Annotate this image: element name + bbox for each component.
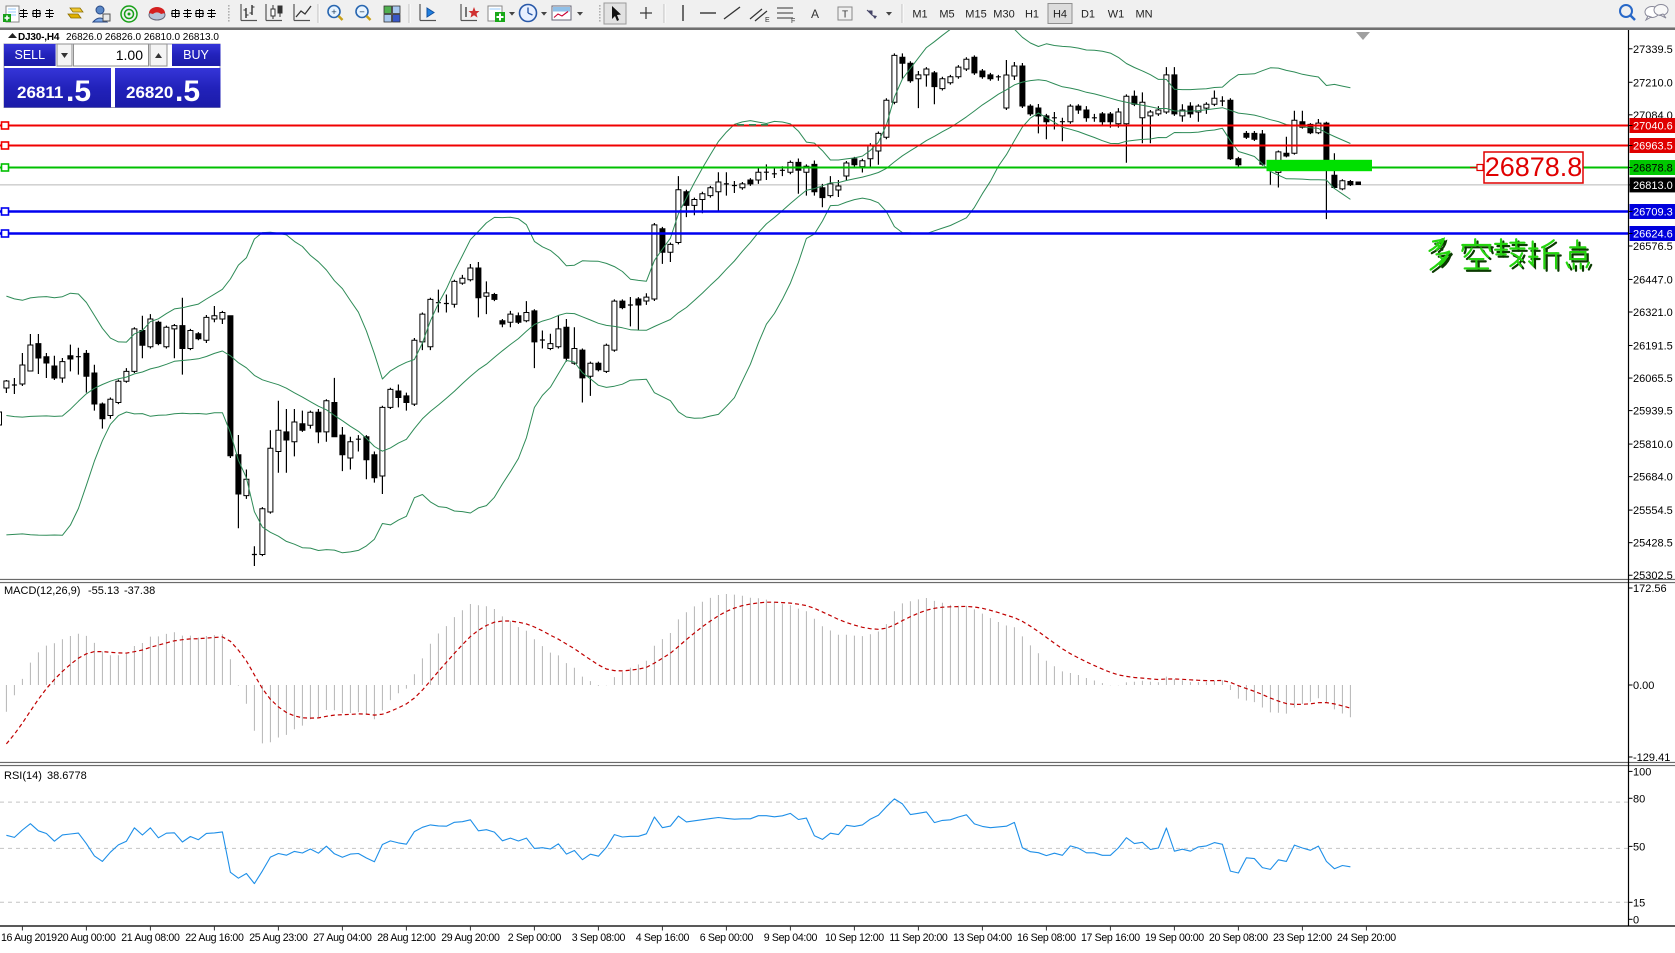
svg-text:-55.13: -55.13 [88,585,119,597]
svg-text:3 Sep 08:00: 3 Sep 08:00 [572,932,626,944]
svg-text:17 Sep 16:00: 17 Sep 16:00 [1081,932,1140,944]
svg-text:26878.8: 26878.8 [1633,163,1673,175]
svg-text:W1: W1 [1108,9,1125,21]
svg-text:10 Sep 12:00: 10 Sep 12:00 [825,932,884,944]
svg-text:19 Sep 00:00: 19 Sep 00:00 [1145,932,1204,944]
svg-text:M5: M5 [939,9,954,21]
svg-text:26878.8: 26878.8 [1485,152,1583,182]
svg-text:26576.5: 26576.5 [1633,241,1673,253]
svg-text:28 Aug 12:00: 28 Aug 12:00 [377,932,436,944]
svg-text:27040.6: 27040.6 [1633,121,1673,133]
svg-text:80: 80 [1633,793,1645,805]
svg-text:SELL: SELL [15,48,46,62]
svg-text:26826.0 26826.0 26810.0 26813.: 26826.0 26826.0 26810.0 26813.0 [66,32,219,43]
svg-text:MACD(12,26,9): MACD(12,26,9) [4,585,80,597]
svg-text:F: F [791,18,795,25]
svg-text:13 Sep 04:00: 13 Sep 04:00 [953,932,1012,944]
svg-text:26811: 26811 [17,83,63,102]
svg-text:24 Sep 20:00: 24 Sep 20:00 [1337,932,1396,944]
svg-text:25684.0: 25684.0 [1633,472,1673,484]
svg-text:A: A [811,7,819,21]
svg-text:20 Sep 08:00: 20 Sep 08:00 [1209,932,1268,944]
svg-text:26065.5: 26065.5 [1633,373,1673,385]
svg-text:27210.0: 27210.0 [1633,77,1673,89]
svg-text:M1: M1 [912,9,927,21]
svg-text:172.56: 172.56 [1633,583,1667,595]
svg-text:16 Sep 08:00: 16 Sep 08:00 [1017,932,1076,944]
svg-text:H4: H4 [1053,9,1067,21]
svg-text:26709.3: 26709.3 [1633,207,1673,219]
svg-text:21 Aug 08:00: 21 Aug 08:00 [121,932,180,944]
svg-text:15: 15 [1633,897,1645,909]
svg-text:25302.5: 25302.5 [1633,570,1673,582]
svg-text:25428.5: 25428.5 [1633,538,1673,550]
svg-text:M30: M30 [993,9,1014,21]
svg-text:H1: H1 [1025,9,1039,21]
svg-text:+: + [331,7,337,18]
svg-text:.5: .5 [66,75,91,108]
svg-text:20 Aug 00:00: 20 Aug 00:00 [57,932,116,944]
svg-text:26447.0: 26447.0 [1633,274,1673,286]
svg-text:RSI(14): RSI(14) [4,770,42,782]
svg-text:38.6778: 38.6778 [47,770,87,782]
svg-text:MN: MN [1135,9,1152,21]
svg-text:100: 100 [1633,766,1651,778]
svg-text:26820: 26820 [126,83,173,102]
svg-text:26963.5: 26963.5 [1633,141,1673,153]
svg-text:26191.5: 26191.5 [1633,340,1673,352]
svg-text:23 Sep 12:00: 23 Sep 12:00 [1273,932,1332,944]
svg-text:−: − [359,7,365,18]
svg-text:25 Aug 23:00: 25 Aug 23:00 [249,932,308,944]
svg-text:M15: M15 [965,9,986,21]
svg-text:9 Sep 04:00: 9 Sep 04:00 [764,932,818,944]
svg-text:26321.0: 26321.0 [1633,307,1673,319]
svg-text:0.00: 0.00 [1633,680,1654,692]
svg-text:4 Sep 16:00: 4 Sep 16:00 [636,932,690,944]
svg-text:-37.38: -37.38 [124,585,155,597]
svg-text:50: 50 [1633,841,1645,853]
svg-text:26624.6: 26624.6 [1633,229,1673,241]
svg-text:BUY: BUY [183,48,209,62]
svg-text:T: T [842,10,848,21]
svg-text:25554.5: 25554.5 [1633,505,1673,517]
svg-text:22 Aug 16:00: 22 Aug 16:00 [185,932,244,944]
svg-text:25810.0: 25810.0 [1633,439,1673,451]
svg-text:.5: .5 [175,75,200,108]
svg-text:-129.41: -129.41 [1633,752,1670,764]
svg-text:6 Sep 00:00: 6 Sep 00:00 [700,932,754,944]
svg-text:2 Sep 00:00: 2 Sep 00:00 [508,932,562,944]
svg-text:16 Aug 2019: 16 Aug 2019 [1,932,57,944]
svg-text:D1: D1 [1081,9,1095,21]
svg-text:DJ30-,H4: DJ30-,H4 [18,32,60,43]
svg-text:0: 0 [1633,914,1639,926]
svg-text:25939.5: 25939.5 [1633,406,1673,418]
svg-text:29 Aug 20:00: 29 Aug 20:00 [441,932,500,944]
svg-text:26813.0: 26813.0 [1633,180,1673,192]
svg-text:E: E [765,17,770,24]
svg-text:11 Sep 20:00: 11 Sep 20:00 [889,932,948,944]
svg-text:27339.5: 27339.5 [1633,44,1673,56]
svg-text:1.00: 1.00 [116,47,143,63]
svg-text:27 Aug 04:00: 27 Aug 04:00 [313,932,372,944]
